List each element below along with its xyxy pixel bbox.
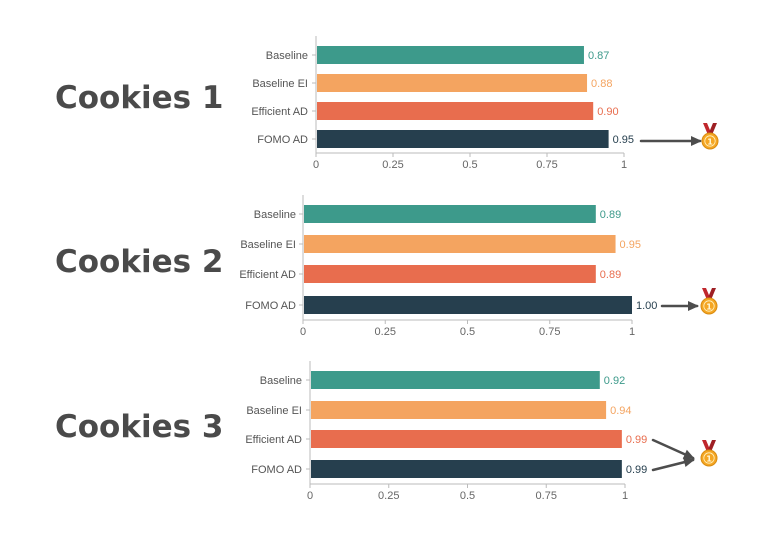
category-label: Baseline xyxy=(254,209,296,221)
first-place-medal-icon: 1 xyxy=(700,440,718,467)
data-label: 0.92 xyxy=(604,375,625,387)
category-label: FOMO AD xyxy=(257,134,308,146)
data-label: 0.99 xyxy=(626,464,647,476)
chart-panel-2: Cookies 2 0 0.25 0.5 0.75 1 Baseline 0.89 Baseli… xyxy=(55,195,657,338)
x-tick-label: 0 xyxy=(307,490,313,502)
winner-arrowhead xyxy=(682,449,695,459)
medal-rank-label: 1 xyxy=(706,303,712,312)
category-label: Efficient AD xyxy=(251,106,308,118)
x-tick-label: 0 xyxy=(313,159,319,171)
bar-efficient-ad xyxy=(317,102,594,120)
category-label: Baseline EI xyxy=(246,405,302,417)
x-tick-label: 0.5 xyxy=(460,490,475,502)
category-label: Efficient AD xyxy=(239,269,296,281)
chart-panel-1: Cookies 1 0 0.25 0.5 0.75 1 Baseline 0.87 Baseli… xyxy=(55,36,634,171)
bar-baseline xyxy=(317,46,584,64)
category-label: Baseline xyxy=(260,375,302,387)
x-tick-label: 0.25 xyxy=(378,490,399,502)
x-tick-label: 0.75 xyxy=(536,159,557,171)
medal-rank-label: 1 xyxy=(706,455,712,464)
bar-baseline-ei xyxy=(311,401,607,419)
first-place-medal-icon: 1 xyxy=(700,288,718,315)
data-label: 0.95 xyxy=(613,134,634,146)
bar-fomo-ad xyxy=(304,296,632,314)
x-tick-label: 1 xyxy=(621,159,627,171)
winner-arrowhead xyxy=(688,301,699,311)
bar-efficient-ad xyxy=(304,265,596,283)
category-label: Efficient AD xyxy=(245,434,302,446)
bar-fomo-ad xyxy=(317,130,609,148)
chart-title: Cookies 2 xyxy=(55,244,223,280)
medal-rank-label: 1 xyxy=(707,138,713,147)
x-tick-label: 0.75 xyxy=(539,326,560,338)
data-label: 0.95 xyxy=(620,239,641,251)
category-label: Baseline EI xyxy=(240,239,296,251)
category-label: FOMO AD xyxy=(251,464,302,476)
first-place-medal-icon: 1 xyxy=(701,123,719,150)
winner-arrowhead xyxy=(683,457,695,468)
x-tick-label: 0.25 xyxy=(375,326,396,338)
x-tick-label: 1 xyxy=(622,490,628,502)
category-label: FOMO AD xyxy=(245,300,296,312)
bar-fomo-ad xyxy=(311,460,622,478)
data-label: 0.90 xyxy=(597,106,618,118)
chart-panel-3: Cookies 3 0 0.25 0.5 0.75 1 Baseline 0.92 Baseli… xyxy=(55,361,647,502)
x-tick-label: 0.25 xyxy=(382,159,403,171)
x-tick-label: 0.5 xyxy=(462,159,477,171)
x-tick-label: 0.75 xyxy=(536,490,557,502)
chart-title: Cookies 1 xyxy=(55,80,223,116)
bar-baseline xyxy=(311,371,600,389)
data-label: 0.87 xyxy=(588,50,609,62)
bar-baseline xyxy=(304,205,596,223)
bar-baseline-ei xyxy=(317,74,588,92)
data-label: 0.89 xyxy=(600,209,621,221)
data-label: 0.88 xyxy=(591,78,612,90)
data-label: 0.99 xyxy=(626,434,647,446)
bar-efficient-ad xyxy=(311,430,622,448)
x-tick-label: 0.5 xyxy=(460,326,475,338)
bar-baseline-ei xyxy=(304,235,616,253)
data-label: 0.94 xyxy=(610,405,631,417)
category-label: Baseline xyxy=(266,50,308,62)
winner-arrowhead xyxy=(691,136,702,146)
data-label: 0.89 xyxy=(600,269,621,281)
category-label: Baseline EI xyxy=(252,78,308,90)
x-tick-label: 0 xyxy=(300,326,306,338)
x-tick-label: 1 xyxy=(629,326,635,338)
chart-title: Cookies 3 xyxy=(55,409,223,445)
data-label: 1.00 xyxy=(636,300,657,312)
